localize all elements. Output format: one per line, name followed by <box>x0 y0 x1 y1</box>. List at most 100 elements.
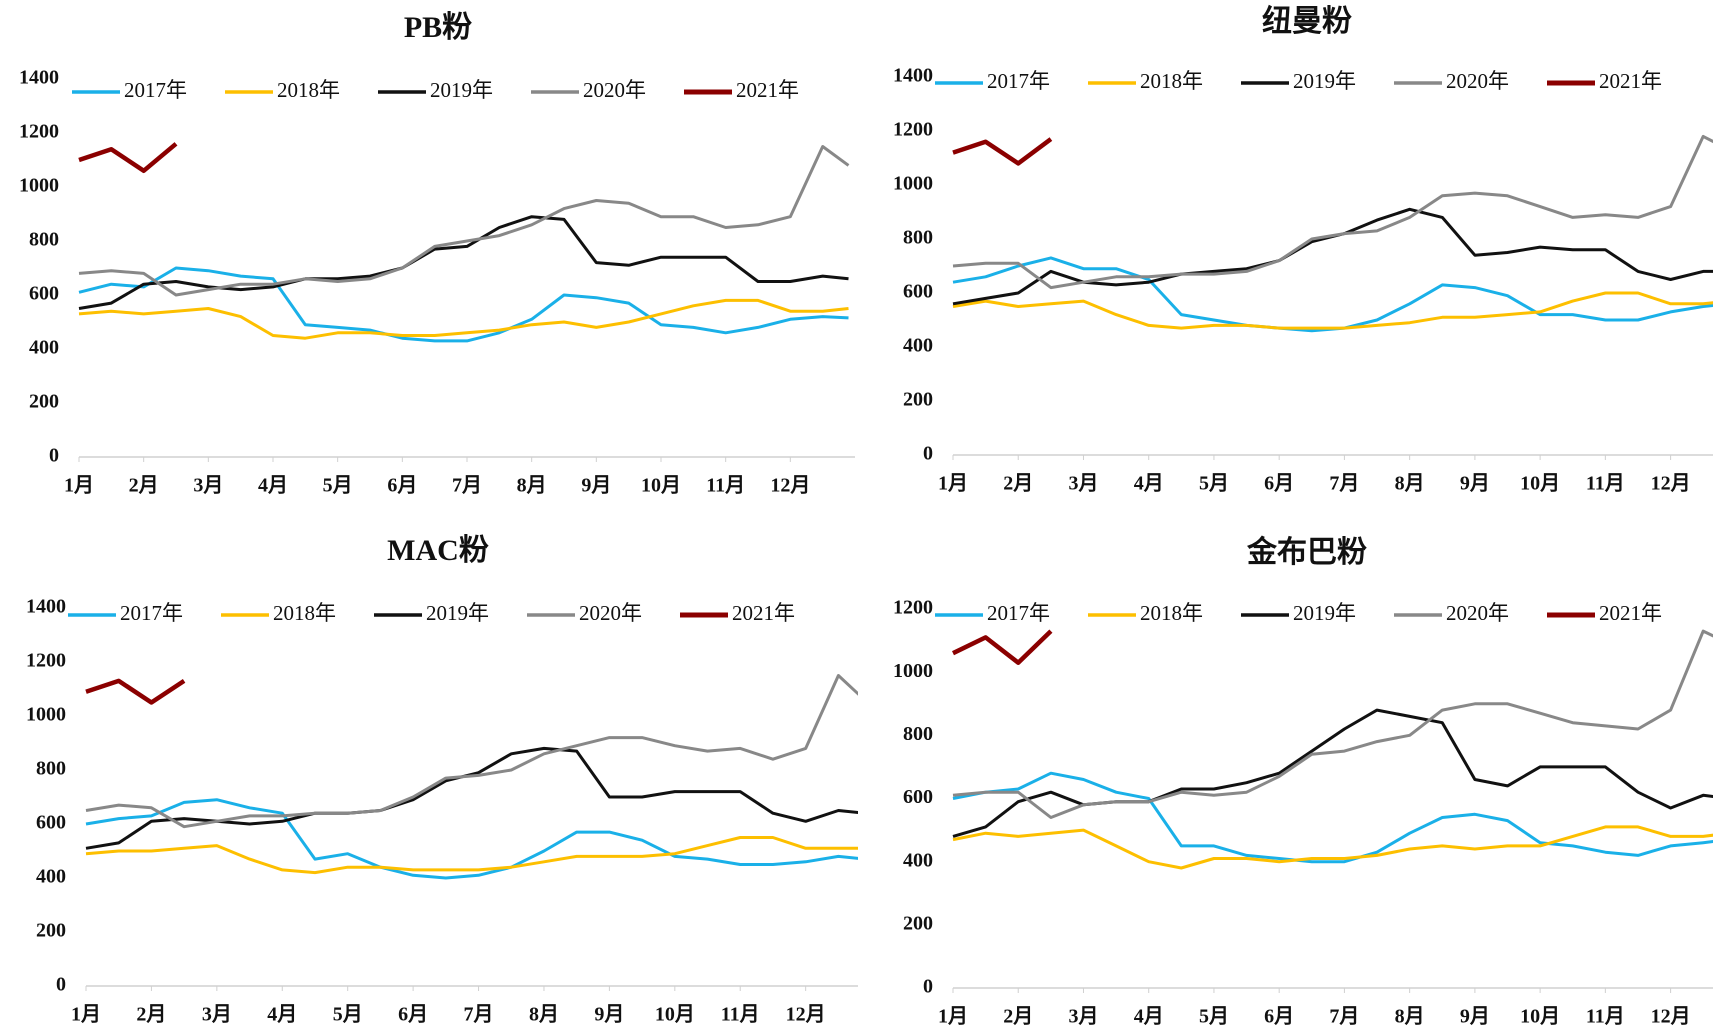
x-tick-label: 12月 <box>1651 473 1691 495</box>
legend-label: 2021年 <box>732 601 795 625</box>
x-tick-label: 2月 <box>136 1004 166 1026</box>
legend-label: 2020年 <box>579 601 642 625</box>
y-tick-label: 1200 <box>893 119 933 141</box>
x-tick-label: 5月 <box>323 475 353 497</box>
x-tick-label: 12月 <box>1651 1006 1691 1028</box>
plot-area <box>952 629 1713 870</box>
chart-panel: MAC粉 0 200 400 600 800 1000 1200 1400 1月 2月 3月 4月 5月 6… <box>26 534 858 1026</box>
y-tick-label: 200 <box>903 912 933 934</box>
chart-title: MAC粉 <box>387 534 489 567</box>
series-line <box>952 629 1053 665</box>
legend-label: 2021年 <box>1599 601 1662 625</box>
x-tick-label: 8月 <box>517 475 547 497</box>
x-tick-label: 9月 <box>1460 1006 1490 1028</box>
legend-label: 2017年 <box>124 78 187 102</box>
y-tick-label: 600 <box>903 786 933 808</box>
x-tick-label: 11月 <box>721 1004 760 1026</box>
plot-area <box>78 142 850 343</box>
series-line <box>952 825 1713 870</box>
chart-title: PB粉 <box>404 11 472 44</box>
chart-title: 纽曼粉 <box>1262 4 1352 38</box>
y-tick-label: 1400 <box>893 65 933 87</box>
x-tick-label: 8月 <box>1395 473 1425 495</box>
x-tick-label: 9月 <box>1460 473 1490 495</box>
y-tick-label: 1000 <box>26 704 66 726</box>
x-tick-label: 9月 <box>581 475 611 497</box>
x-tick-label: 2月 <box>1003 1006 1033 1028</box>
y-tick-label: 200 <box>36 920 66 942</box>
series-line <box>78 298 849 340</box>
series-line <box>952 207 1713 306</box>
y-tick-label: 0 <box>923 976 933 998</box>
legend-label: 2017年 <box>987 69 1050 93</box>
x-tick-label: 12月 <box>786 1004 826 1026</box>
x-tick-label: 8月 <box>529 1004 559 1026</box>
legend-label: 2018年 <box>1140 601 1203 625</box>
legend-label: 2019年 <box>426 601 489 625</box>
y-tick-label: 0 <box>56 974 66 996</box>
series-line <box>85 674 858 829</box>
x-tick-label: 10月 <box>641 475 681 497</box>
y-tick-label: 1400 <box>19 67 59 89</box>
y-tick-label: 1000 <box>19 175 59 197</box>
legend-label: 2019年 <box>1293 601 1356 625</box>
series-line <box>85 798 858 880</box>
legend-label: 2019年 <box>1293 69 1356 93</box>
y-tick-label: 600 <box>36 812 66 834</box>
x-tick-label: 3月 <box>193 475 223 497</box>
x-tick-label: 7月 <box>452 475 482 497</box>
legend-label: 2017年 <box>987 601 1050 625</box>
series-line <box>85 836 858 875</box>
x-tick-label: 6月 <box>398 1004 428 1026</box>
x-tick-label: 4月 <box>1134 473 1164 495</box>
legend-label: 2020年 <box>1446 69 1509 93</box>
series-line <box>952 629 1713 819</box>
x-tick-label: 12月 <box>770 475 810 497</box>
x-tick-label: 10月 <box>655 1004 695 1026</box>
legend-label: 2018年 <box>273 601 336 625</box>
legend-label: 2020年 <box>1446 601 1509 625</box>
y-tick-label: 800 <box>903 227 933 249</box>
y-tick-label: 400 <box>36 866 66 888</box>
x-tick-label: 6月 <box>1264 1006 1294 1028</box>
series-line <box>952 134 1713 290</box>
x-tick-label: 4月 <box>267 1004 297 1026</box>
x-tick-label: 3月 <box>202 1004 232 1026</box>
y-tick-label: 0 <box>923 443 933 465</box>
y-tick-label: 200 <box>29 391 59 413</box>
x-tick-label: 10月 <box>1520 473 1560 495</box>
y-tick-label: 0 <box>49 445 59 467</box>
x-tick-label: 4月 <box>258 475 288 497</box>
x-tick-label: 5月 <box>1199 1006 1229 1028</box>
chart-title: 金布巴粉 <box>1246 535 1367 569</box>
series-line <box>78 266 849 343</box>
x-tick-label: 7月 <box>1329 1006 1359 1028</box>
x-tick-label: 3月 <box>1068 473 1098 495</box>
y-tick-label: 600 <box>903 281 933 303</box>
y-tick-label: 200 <box>903 389 933 411</box>
y-tick-label: 1200 <box>893 597 933 619</box>
legend-label: 2017年 <box>120 601 183 625</box>
x-tick-label: 5月 <box>333 1004 363 1026</box>
y-tick-label: 400 <box>29 337 59 359</box>
series-line <box>78 215 849 310</box>
x-tick-label: 1月 <box>64 475 94 497</box>
y-tick-label: 800 <box>903 723 933 745</box>
chart-panel: 纽曼粉 0 200 400 600 800 1000 1200 1400 1月 2月 3月 4月 5月 6月… <box>893 4 1713 495</box>
y-tick-label: 400 <box>903 335 933 357</box>
y-tick-label: 400 <box>903 849 933 871</box>
plot-area <box>85 674 858 880</box>
x-tick-label: 10月 <box>1520 1006 1560 1028</box>
x-tick-label: 11月 <box>706 475 745 497</box>
x-tick-label: 6月 <box>387 475 417 497</box>
series-line <box>85 678 186 705</box>
x-tick-label: 7月 <box>1329 473 1359 495</box>
y-tick-label: 1200 <box>19 121 59 143</box>
plot-area <box>952 134 1713 333</box>
x-tick-label: 1月 <box>938 1006 968 1028</box>
x-tick-label: 2月 <box>1003 473 1033 495</box>
series-line <box>952 771 1713 864</box>
chart-panel: PB粉 0 200 400 600 800 1000 1200 1400 1月 2月 3月 4月 5月 6月… <box>19 11 855 497</box>
x-tick-label: 4月 <box>1134 1006 1164 1028</box>
